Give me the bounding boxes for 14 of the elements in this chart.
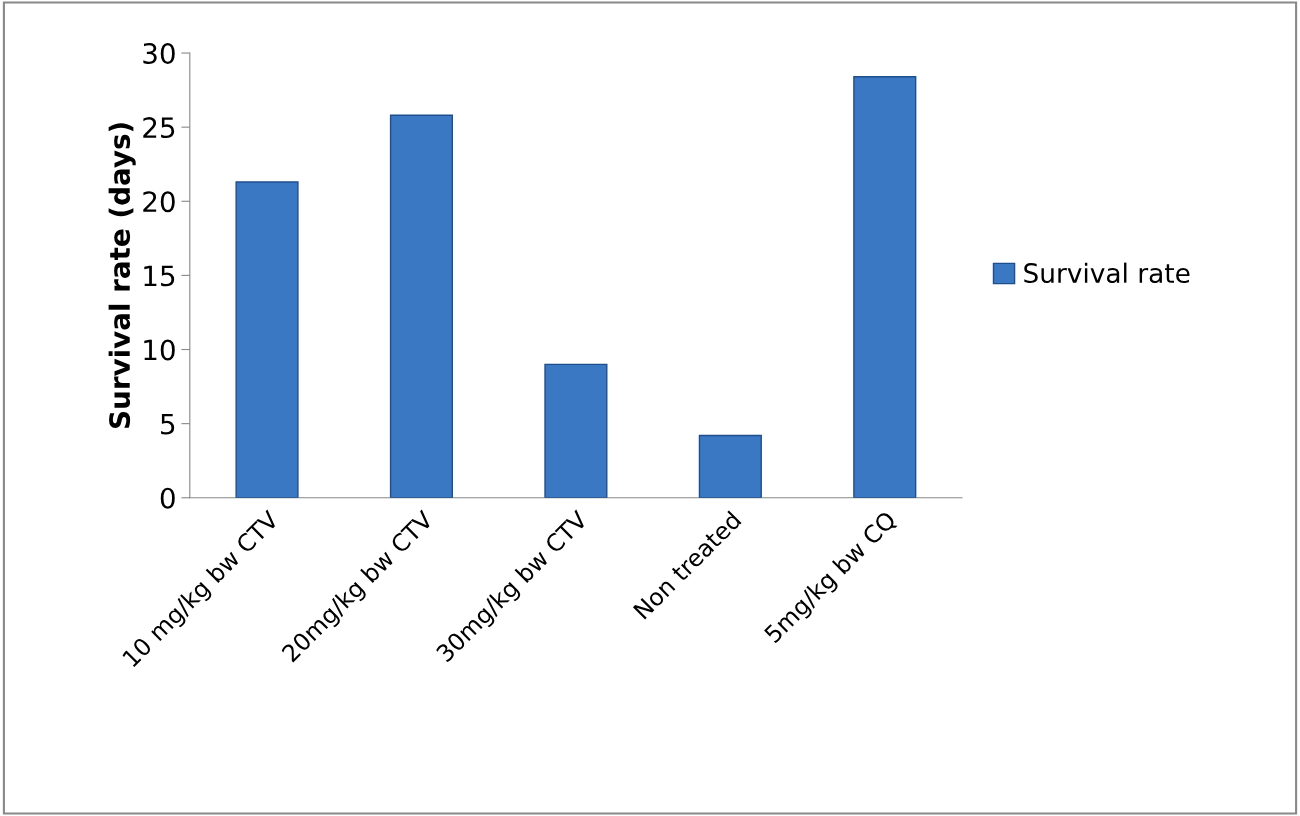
y-tick-label: 5	[161, 413, 175, 435]
bar	[853, 76, 917, 498]
bar	[389, 114, 454, 498]
bar	[235, 181, 299, 498]
y-tick-label: 30	[143, 42, 175, 64]
y-tick-label: 10	[144, 339, 175, 361]
y-axis-title: Survival rate (days)	[108, 123, 136, 428]
y-tick-label: 25	[143, 117, 175, 139]
bar	[544, 363, 608, 498]
bar	[698, 434, 762, 498]
y-tick-label: 15	[144, 265, 175, 287]
legend-label: Survival rate	[1024, 262, 1190, 284]
y-tick-label: 20	[143, 191, 175, 213]
y-tick-label: 0	[160, 487, 175, 509]
